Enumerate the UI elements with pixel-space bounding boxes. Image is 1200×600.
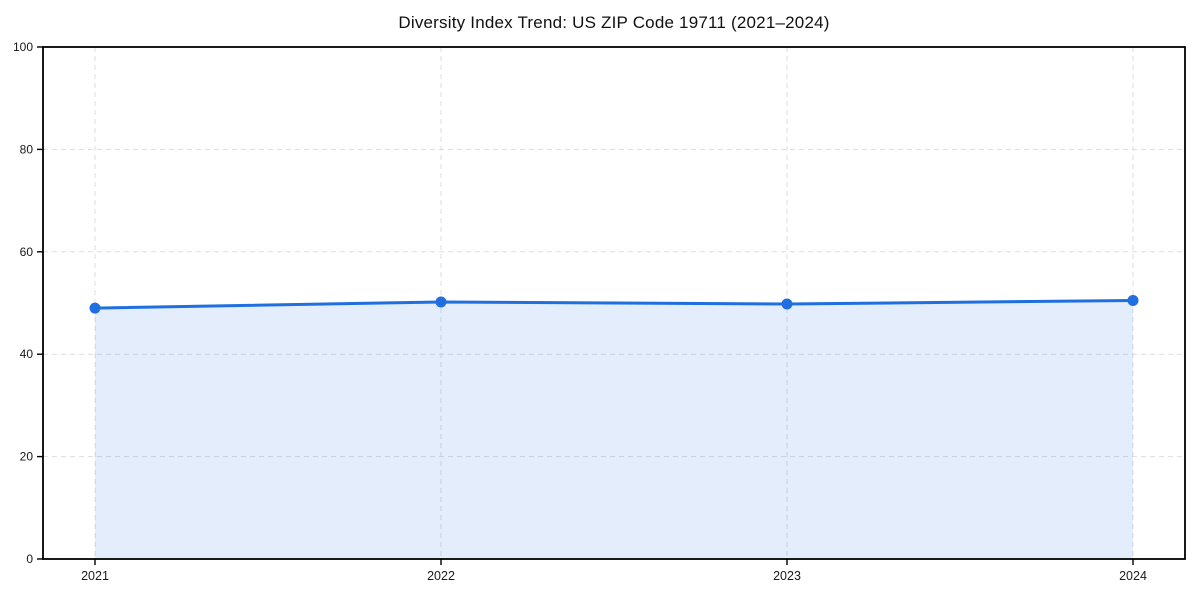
data-point-2024 xyxy=(1127,294,1139,306)
y-tick-label-60: 60 xyxy=(20,245,34,259)
area-fill xyxy=(95,300,1133,559)
x-tick-label-2024: 2024 xyxy=(1119,569,1147,583)
chart-title: Diversity Index Trend: US ZIP Code 19711… xyxy=(398,13,830,32)
y-tick-label-0: 0 xyxy=(26,552,33,566)
data-point-2023 xyxy=(781,298,793,310)
data-point-2022 xyxy=(435,296,447,308)
plot-border xyxy=(42,46,1186,560)
y-tick-label-80: 80 xyxy=(20,142,34,156)
data-point-2021 xyxy=(89,302,101,314)
x-tick-label-2023: 2023 xyxy=(773,569,801,583)
y-tick-label-100: 100 xyxy=(13,40,33,54)
y-tick-label-40: 40 xyxy=(20,347,34,361)
x-tick-label-2022: 2022 xyxy=(427,569,455,583)
x-tick-label-2021: 2021 xyxy=(81,569,109,583)
y-tick-label-20: 20 xyxy=(20,450,34,464)
trend-line xyxy=(93,298,1135,310)
